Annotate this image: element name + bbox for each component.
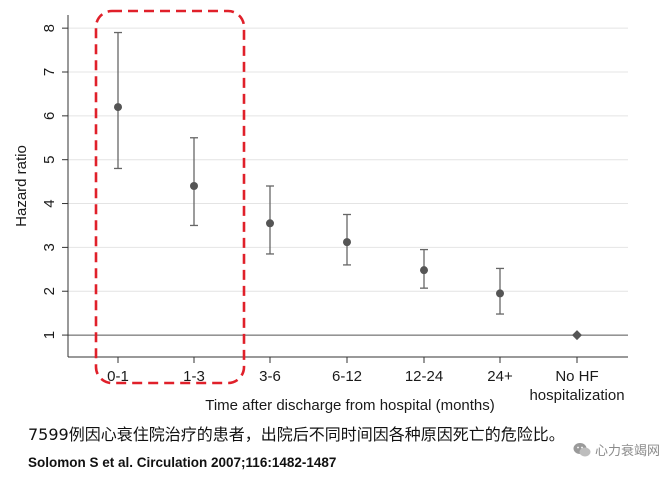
point-marker bbox=[343, 238, 351, 247]
y-tick-label: 7 bbox=[41, 68, 58, 76]
hazard-ratio-chart: 1 2 3 4 5 6 7 8 0-1 1-3 3-6 6-12 12-24 24+ No HF hospi… bbox=[13, 9, 628, 414]
x-tick-label: 0-1 bbox=[107, 368, 129, 385]
grid-lines bbox=[68, 27, 628, 292]
point-marker bbox=[420, 266, 428, 275]
y-tick-label: 8 bbox=[41, 24, 58, 32]
y-tick-label: 6 bbox=[41, 112, 58, 120]
point-marker bbox=[496, 289, 504, 298]
figure-caption: 7599例因心衰住院治疗的患者，出院后不同时间因各种原因死亡的危险比。 bbox=[28, 425, 565, 444]
y-tick-label: 5 bbox=[41, 156, 58, 164]
point-marker-diamond bbox=[572, 330, 582, 341]
y-axis-ticks: 1 2 3 4 5 6 7 8 bbox=[41, 24, 68, 339]
highlight-box-early-period bbox=[94, 9, 246, 385]
x-axis-ticks: 0-1 1-3 3-6 6-12 12-24 24+ No HF hospitalizatio… bbox=[107, 357, 625, 404]
x-tick-label: 24+ bbox=[487, 368, 513, 385]
point-marker bbox=[190, 182, 198, 190]
watermark-text: 心力衰竭网 bbox=[594, 444, 660, 459]
y-tick-label: 2 bbox=[41, 287, 58, 295]
x-tick-label: No HF bbox=[555, 368, 598, 385]
x-tick-label: 6-12 bbox=[332, 368, 362, 385]
wechat-icon bbox=[573, 442, 591, 458]
watermark: 心力衰竭网 bbox=[573, 440, 660, 459]
x-tick-label: 12-24 bbox=[405, 368, 443, 385]
y-axis-title: Hazard ratio bbox=[13, 145, 30, 227]
x-axis-title: Time after discharge from hospital (mont… bbox=[205, 397, 495, 414]
y-tick-label: 3 bbox=[41, 243, 58, 251]
data-marks bbox=[114, 31, 582, 341]
x-tick-label: 1-3 bbox=[183, 368, 205, 385]
y-tick-label: 1 bbox=[41, 331, 58, 339]
x-tick-label: 3-6 bbox=[259, 368, 281, 385]
x-tick-label: hospitalization bbox=[529, 387, 624, 404]
citation: Solomon S et al. Circulation 2007;116:14… bbox=[28, 455, 337, 470]
y-tick-label: 4 bbox=[41, 199, 58, 207]
point-marker bbox=[114, 103, 122, 112]
point-marker bbox=[266, 219, 274, 228]
